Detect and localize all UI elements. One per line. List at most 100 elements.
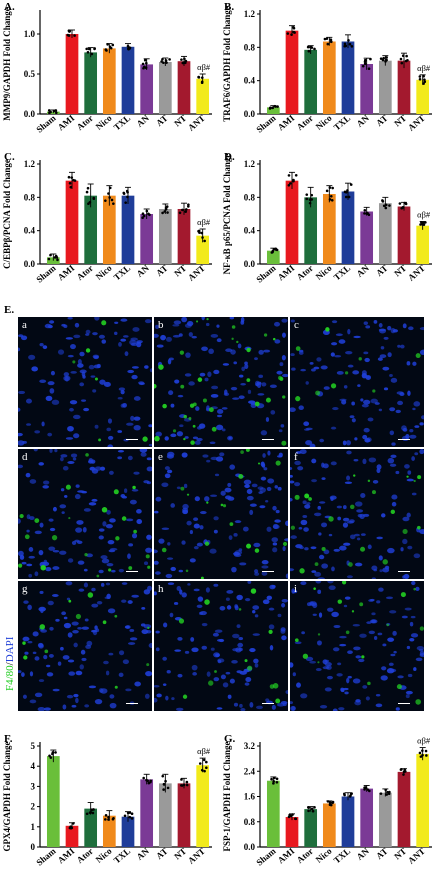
nucleus bbox=[63, 375, 71, 381]
y-tick-label: 0.8 bbox=[244, 817, 256, 827]
data-point bbox=[88, 811, 92, 814]
nucleus bbox=[207, 371, 212, 378]
data-point bbox=[328, 198, 332, 201]
nucleus bbox=[79, 664, 84, 670]
data-point bbox=[310, 807, 314, 811]
nucleus bbox=[388, 662, 394, 666]
f480-cell bbox=[114, 685, 118, 689]
data-point bbox=[348, 795, 352, 798]
nucleus bbox=[290, 466, 293, 471]
nucleus bbox=[196, 604, 203, 609]
nucleus bbox=[28, 555, 36, 559]
nucleus bbox=[80, 649, 86, 655]
nucleus bbox=[272, 547, 278, 553]
nucleus bbox=[67, 461, 75, 464]
nucleus bbox=[193, 588, 200, 592]
nucleus bbox=[392, 630, 397, 636]
bar-an bbox=[140, 64, 154, 114]
f480-cell bbox=[87, 592, 94, 598]
significance-annotation: αβ# bbox=[197, 746, 211, 756]
f480-cell bbox=[238, 608, 242, 611]
bar-ator bbox=[304, 809, 318, 847]
nucleus bbox=[98, 334, 105, 339]
data-point bbox=[402, 773, 405, 776]
nucleus bbox=[179, 424, 184, 428]
bar-txl bbox=[341, 796, 355, 847]
nucleus bbox=[285, 690, 288, 695]
nucleus bbox=[24, 651, 29, 655]
nucleus bbox=[337, 662, 342, 666]
nucleus bbox=[73, 642, 78, 648]
nucleus bbox=[39, 522, 44, 528]
nucleus bbox=[117, 397, 123, 400]
nucleus bbox=[72, 629, 79, 634]
data-point bbox=[402, 770, 406, 774]
nucleus bbox=[261, 382, 267, 387]
nucleus bbox=[213, 529, 218, 534]
f480-cell bbox=[158, 364, 164, 370]
nucleus bbox=[120, 338, 127, 342]
micrograph-b bbox=[154, 317, 288, 447]
nucleus bbox=[160, 334, 166, 341]
nucleus bbox=[266, 526, 272, 532]
stain-f480-label: F4/80 bbox=[4, 665, 16, 691]
data-point bbox=[125, 189, 129, 193]
x-tick-label: AT bbox=[154, 846, 170, 861]
f480-cell bbox=[113, 489, 119, 495]
f480-cell bbox=[272, 337, 276, 341]
nucleus bbox=[320, 365, 328, 370]
data-point bbox=[198, 762, 202, 765]
nucleus bbox=[83, 568, 88, 572]
data-point bbox=[366, 788, 369, 791]
nucleus bbox=[224, 487, 232, 493]
nucleus bbox=[282, 332, 286, 338]
y-tick-label: 0.0 bbox=[24, 109, 36, 119]
f480-cell bbox=[208, 680, 214, 686]
nucleus bbox=[43, 707, 51, 711]
panel-label: G. bbox=[224, 733, 236, 745]
nucleus bbox=[240, 708, 246, 711]
nucleus bbox=[51, 399, 60, 405]
nucleus bbox=[192, 672, 197, 676]
nucleus bbox=[302, 500, 307, 505]
data-point bbox=[106, 43, 109, 46]
f480-cell bbox=[142, 436, 148, 442]
nucleus bbox=[91, 603, 99, 608]
nucleus bbox=[166, 669, 171, 674]
f480-cell bbox=[214, 670, 217, 673]
bar-sham bbox=[46, 756, 60, 847]
nucleus bbox=[154, 685, 160, 688]
nucleus bbox=[228, 535, 233, 540]
nucleus bbox=[403, 573, 410, 579]
f480-cell bbox=[282, 395, 286, 399]
nucleus bbox=[133, 396, 141, 401]
nucleus bbox=[354, 501, 363, 507]
nucleus bbox=[379, 354, 387, 359]
data-point bbox=[51, 751, 55, 754]
nucleus bbox=[127, 369, 135, 374]
data-point bbox=[180, 778, 183, 781]
data-point bbox=[290, 33, 293, 36]
data-point bbox=[308, 201, 312, 205]
f480-cell bbox=[183, 414, 188, 419]
data-point bbox=[346, 189, 349, 192]
nucleus bbox=[383, 387, 389, 391]
nucleus bbox=[227, 694, 232, 699]
nucleus bbox=[123, 335, 129, 338]
nucleus bbox=[415, 657, 423, 662]
data-point bbox=[405, 54, 408, 58]
y-tick-label: 0.0 bbox=[244, 109, 256, 119]
nucleus bbox=[118, 650, 125, 656]
significance-annotation: αβ# bbox=[417, 63, 431, 73]
chart-traf6: B.TRAF6/GAPDH Fold Change 0.0 0.4 0.8 1.2 Sha… bbox=[222, 1, 432, 135]
data-point bbox=[344, 195, 348, 199]
x-tick-label: TXL bbox=[332, 846, 353, 866]
data-point bbox=[86, 186, 90, 190]
nucleus bbox=[395, 409, 401, 414]
nucleus bbox=[318, 612, 323, 618]
nucleus bbox=[208, 348, 214, 355]
nucleus bbox=[176, 486, 181, 490]
data-point bbox=[55, 256, 59, 259]
data-point bbox=[124, 201, 127, 204]
nucleus bbox=[172, 334, 181, 338]
